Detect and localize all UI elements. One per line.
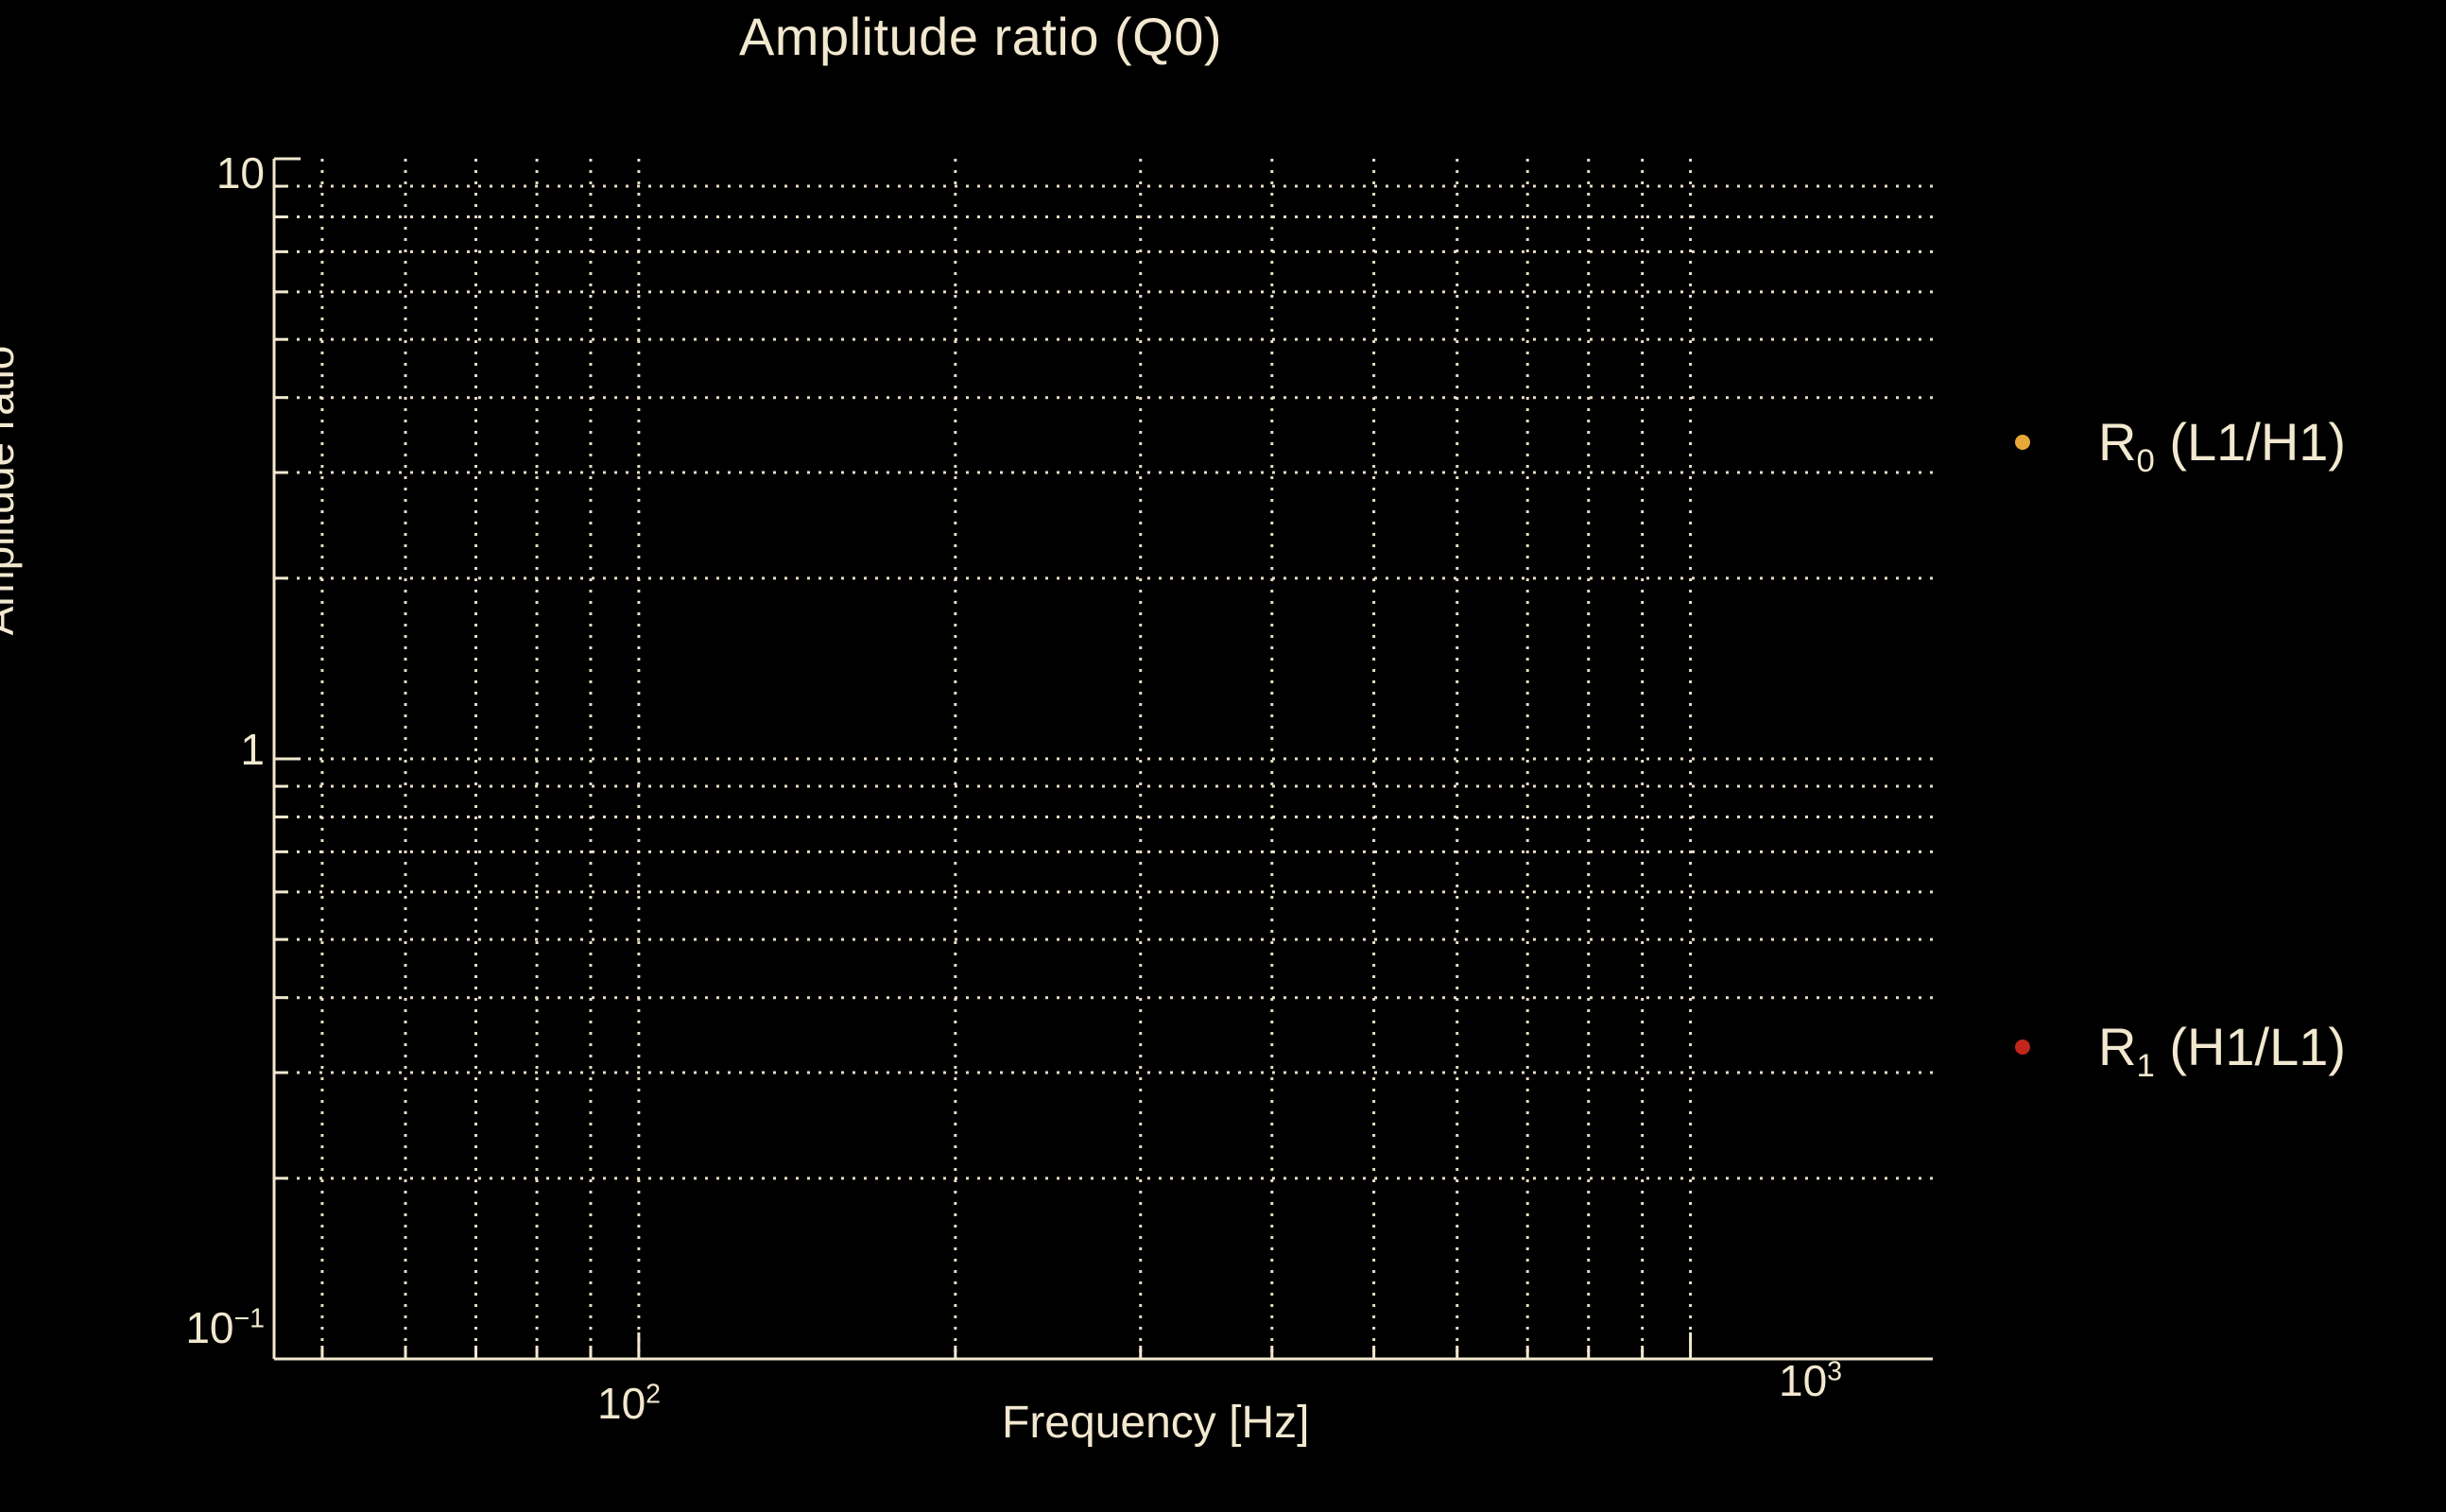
legend-marker-r0-dot-icon xyxy=(2015,435,2030,450)
y-tick-label-1: 1 xyxy=(142,728,265,771)
legend-label-r1-base: R xyxy=(2098,1017,2137,1076)
legend-label-r0-rest: (L1/H1) xyxy=(2154,412,2347,472)
x-tick-1e2-exponent: 2 xyxy=(646,1379,662,1410)
legend-label-r1-subscript: 1 xyxy=(2136,1048,2155,1085)
legend-label-r0-base: R xyxy=(2098,412,2137,472)
x-tick-1e2-mantissa: 10 xyxy=(597,1379,646,1428)
x-tick-label-1e2: 102 xyxy=(597,1379,662,1428)
legend-entry-r0[interactable]: R0 (L1/H1) xyxy=(1994,404,2346,480)
y-tick-label-10: 10 xyxy=(142,151,265,195)
chart-legend: R0 (L1/H1) R1 (H1/L1) xyxy=(1994,159,2438,1359)
x-axis-title: Frequency [Hz] xyxy=(1002,1398,1310,1448)
chart-title: Amplitude ratio (Q0) xyxy=(738,7,1223,66)
y-tick-1-mantissa: 1 xyxy=(240,725,265,774)
plot-area xyxy=(274,159,1933,1359)
y-axis-title: Amplitude ratio xyxy=(0,345,23,636)
legend-marker-r1-dot-icon xyxy=(2015,1040,2030,1055)
legend-label-r0-subscript: 0 xyxy=(2136,443,2155,480)
y-tick-0p1-mantissa: 10 xyxy=(185,1303,234,1352)
legend-label-r1-rest: (H1/L1) xyxy=(2154,1017,2347,1076)
legend-entry-r1[interactable]: R1 (H1/L1) xyxy=(1994,1009,2346,1085)
plot-grid xyxy=(274,159,1933,1359)
x-tick-1e3-mantissa: 10 xyxy=(1779,1356,1828,1405)
y-tick-10-mantissa: 10 xyxy=(215,148,265,198)
legend-label-r0: R0 (L1/H1) xyxy=(2098,416,2346,478)
x-tick-label-1e3: 103 xyxy=(1779,1356,1843,1405)
legend-label-r1: R1 (H1/L1) xyxy=(2098,1021,2346,1083)
x-tick-1e3-exponent: 3 xyxy=(1827,1356,1843,1387)
y-tick-label-0p1: 10−1 xyxy=(104,1303,265,1352)
y-tick-0p1-exponent: −1 xyxy=(233,1303,265,1334)
